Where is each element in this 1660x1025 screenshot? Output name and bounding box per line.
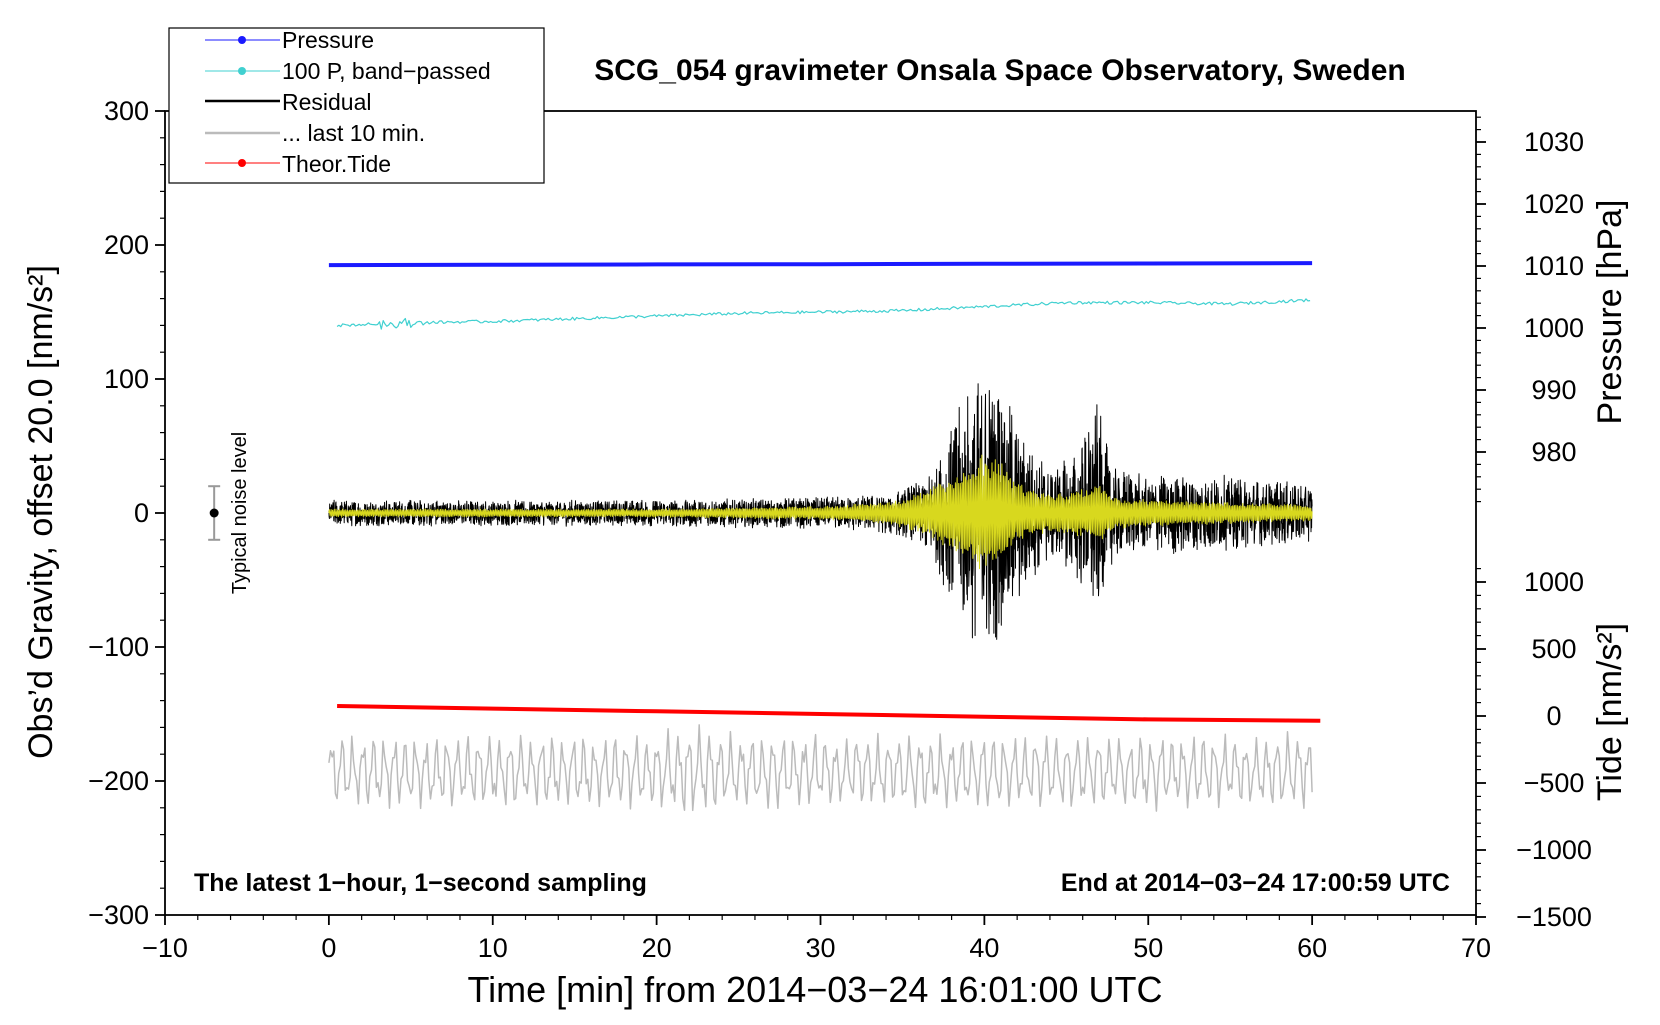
series-100-p-band-passed <box>336 298 1311 330</box>
annotation-sampling: The latest 1−hour, 1−second sampling <box>194 869 647 897</box>
pressure-tick-label: 990 <box>1531 375 1576 405</box>
chart-title: SCG_054 gravimeter Onsala Space Observat… <box>594 54 1406 87</box>
tide-tick-label: −1500 <box>1516 902 1592 932</box>
x-tick-label: 10 <box>478 933 508 963</box>
noise-level-label: Typical noise level <box>229 432 251 594</box>
y-axis-label-pressure: Pressure [hPa] <box>1591 200 1629 425</box>
x-tick-label: 60 <box>1297 933 1327 963</box>
x-tick-label: 20 <box>642 933 672 963</box>
x-tick-label: 50 <box>1133 933 1163 963</box>
noise-level-indicator: Typical noise level <box>208 432 251 594</box>
y-tick-label: −200 <box>88 766 149 796</box>
x-tick-label: −10 <box>142 933 188 963</box>
pressure-tick-label: 1030 <box>1524 127 1584 157</box>
tide-tick-label: 500 <box>1531 634 1576 664</box>
legend-marker-tide <box>238 159 246 167</box>
legend-label-last10: ... last 10 min. <box>282 120 425 146</box>
y-tick-label: −300 <box>88 900 149 930</box>
y-axis-label-tide: Tide [nm/s²] <box>1591 623 1629 801</box>
x-tick-label: 0 <box>321 933 336 963</box>
x-tick-label: 30 <box>805 933 835 963</box>
series-pressure <box>328 261 1313 268</box>
x-tick-label: 40 <box>969 933 999 963</box>
y-tick-label: 100 <box>104 364 149 394</box>
y-tick-label: 0 <box>134 498 149 528</box>
y-tick-label: −100 <box>88 632 149 662</box>
legend-label-tide: Theor.Tide <box>282 151 391 177</box>
axis-layer: −10 0 10 20 30 40 50 60 70−300−200−1000100200300… <box>88 96 1592 963</box>
legend: Pressure 100 P, band−passed Residual ...… <box>168 27 545 184</box>
legend-box <box>168 27 545 184</box>
tide-tick-label: −500 <box>1524 768 1585 798</box>
series-theor-tide <box>337 704 1321 723</box>
x-tick-label: 70 <box>1461 933 1491 963</box>
y-tick-label: 300 <box>104 96 149 126</box>
legend-label-residual: Residual <box>282 89 372 115</box>
pressure-tick-label: 1020 <box>1524 189 1584 219</box>
series-residual-filtered <box>328 454 1313 570</box>
tide-tick-label: −1000 <box>1516 835 1592 865</box>
pressure-tick-label: 980 <box>1531 437 1576 467</box>
annotation-end-time: End at 2014−03−24 17:00:59 UTC <box>1061 869 1450 897</box>
tide-tick-label: 0 <box>1546 701 1561 731</box>
legend-label-pressure: Pressure <box>282 27 374 53</box>
tide-tick-label: 1000 <box>1524 567 1584 597</box>
series-last-10-min <box>328 724 1313 812</box>
legend-marker-bandpassed <box>238 67 246 75</box>
pressure-tick-label: 1010 <box>1524 251 1584 281</box>
y-tick-label: 200 <box>104 230 149 260</box>
x-axis-label: Time [min] from 2014−03−24 16:01:00 UTC <box>467 969 1162 1010</box>
legend-marker-pressure <box>238 36 246 44</box>
series-layer <box>328 261 1321 812</box>
y-axis-label-gravity: Obs’d Gravity, offset 20.0 [nm/s²] <box>22 265 60 759</box>
pressure-tick-label: 1000 <box>1524 313 1584 343</box>
legend-label-bandpassed: 100 P, band−passed <box>282 58 491 84</box>
